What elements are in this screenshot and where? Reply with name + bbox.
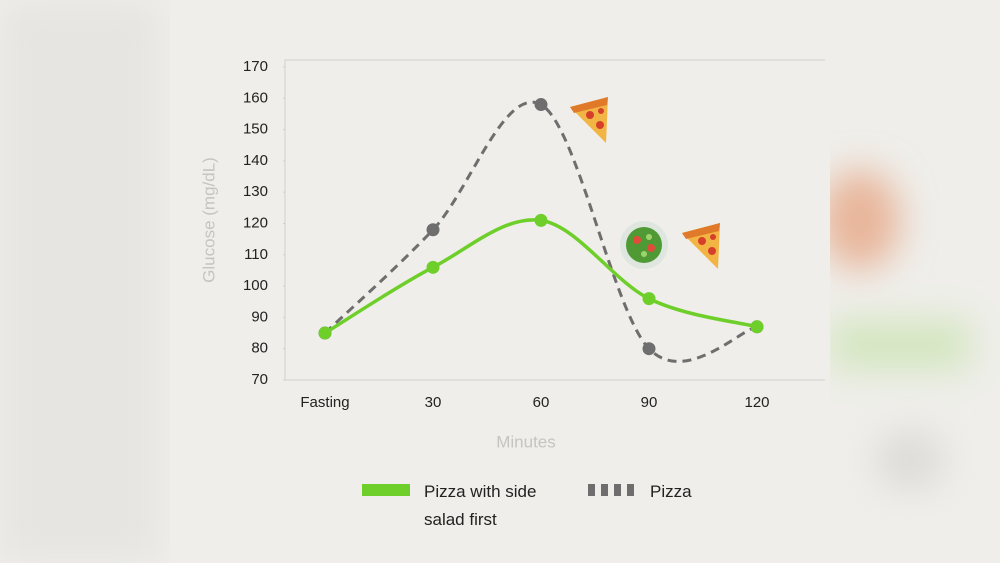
salad-icon	[620, 221, 668, 269]
x-tick-label: 30	[425, 394, 442, 411]
y-tick-label: 170	[243, 58, 268, 75]
legend-swatch	[362, 484, 410, 496]
x-tick-label: Fasting	[300, 394, 349, 411]
y-axis-label: Glucose (mg/dL)	[199, 157, 218, 283]
pizza-icon	[570, 97, 608, 143]
x-tick-label: 60	[533, 394, 550, 411]
data-point	[426, 260, 440, 274]
y-tick-label: 120	[243, 214, 268, 231]
x-tick-label: 120	[744, 394, 769, 411]
x-tick-label: 90	[641, 394, 658, 411]
data-point	[750, 320, 764, 334]
y-tick-label: 70	[251, 371, 268, 388]
y-tick-label: 80	[251, 340, 268, 357]
y-tick-label: 90	[251, 308, 268, 325]
data-point	[534, 213, 548, 227]
legend-label: Pizza	[650, 482, 692, 501]
y-tick-label: 150	[243, 121, 268, 138]
data-point	[534, 98, 548, 112]
background-blur	[0, 0, 970, 563]
legend-label: Pizza with side salad first	[424, 482, 537, 529]
y-tick-label: 160	[243, 89, 268, 106]
y-tick-label: 100	[243, 277, 268, 294]
data-point	[642, 292, 656, 306]
panel	[170, 0, 830, 563]
y-tick-label: 140	[243, 152, 268, 169]
data-point	[426, 223, 440, 237]
x-axis-label: Minutes	[496, 432, 556, 451]
legend-swatch	[588, 484, 638, 496]
y-tick-label: 130	[243, 183, 268, 200]
pizza-icon	[682, 223, 720, 269]
data-point	[642, 342, 656, 356]
data-point	[318, 326, 332, 340]
y-tick-label: 110	[244, 246, 268, 263]
plot-frame	[284, 59, 825, 381]
